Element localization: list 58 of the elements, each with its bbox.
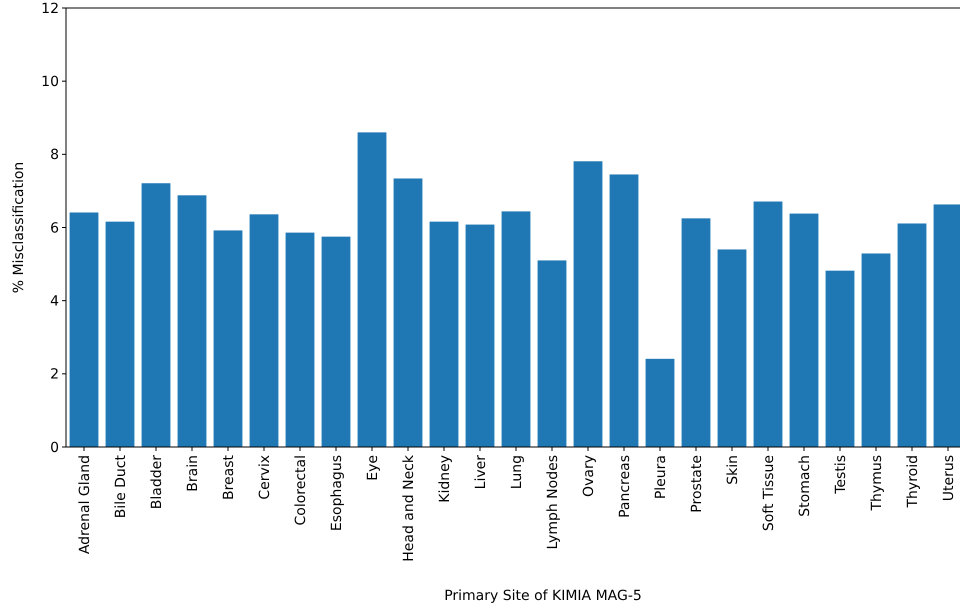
bar xyxy=(106,222,134,447)
x-tick-label: Brain xyxy=(184,455,201,492)
x-tick-label: Lymph Nodes xyxy=(544,455,561,550)
x-tick-label: Colorectal xyxy=(292,455,309,526)
bar xyxy=(538,260,566,447)
bar xyxy=(610,174,638,447)
x-tick-label: Skin xyxy=(724,455,741,485)
bar xyxy=(898,223,926,447)
x-tick-label: Testis xyxy=(832,455,849,495)
y-tick-label: 0 xyxy=(50,440,59,456)
bar xyxy=(70,212,98,447)
bar xyxy=(250,214,278,447)
y-tick-label: 4 xyxy=(50,294,60,310)
x-tick-label: Adrenal Gland xyxy=(76,455,93,554)
bar xyxy=(142,183,170,447)
bar xyxy=(754,202,782,447)
x-tick-label: Bile Duct xyxy=(112,454,129,518)
x-tick-label: Pancreas xyxy=(616,455,633,518)
x-tick-label: Cervix xyxy=(256,455,273,500)
x-tick-label: Soft Tissue xyxy=(760,455,777,532)
bar xyxy=(358,132,386,447)
bar xyxy=(394,178,422,447)
bar xyxy=(178,195,206,447)
y-axis-title: % Misclassification xyxy=(11,162,27,294)
bar xyxy=(214,230,242,447)
bar xyxy=(466,224,494,447)
x-tick-label: Thymus xyxy=(868,455,885,512)
bar xyxy=(646,358,674,447)
bar xyxy=(502,211,530,447)
x-tick-label: Head and Neck xyxy=(400,454,417,562)
bar xyxy=(718,249,746,447)
y-tick-label: 10 xyxy=(41,74,59,90)
bar xyxy=(682,218,710,447)
y-tick-label: 2 xyxy=(50,366,59,383)
x-tick-label: Uterus xyxy=(940,455,957,502)
x-axis-title: Primary Site of KIMIA MAG-5 xyxy=(444,588,642,604)
x-tick-label: Lung xyxy=(508,455,525,490)
bar xyxy=(790,214,818,447)
bar xyxy=(574,161,602,447)
x-tick-label: Pleura xyxy=(652,455,669,500)
x-tick-label: Ovary xyxy=(580,455,597,497)
bar xyxy=(286,232,314,447)
bar xyxy=(430,222,458,447)
x-tick-label: Prostate xyxy=(688,455,705,513)
bar xyxy=(862,253,890,447)
bar xyxy=(322,236,350,447)
y-tick-label: 12 xyxy=(41,0,59,17)
x-tick-label: Eye xyxy=(364,455,381,481)
y-tick-label: 6 xyxy=(50,220,60,236)
x-tick-label: Esophagus xyxy=(328,455,345,532)
y-tick-label: 8 xyxy=(50,147,59,164)
x-tick-label: Bladder xyxy=(148,454,165,510)
x-tick-label: Stomach xyxy=(796,455,813,517)
x-tick-label: Kidney xyxy=(436,455,453,503)
x-tick-label: Thyroid xyxy=(904,455,921,508)
x-tick-label: Breast xyxy=(220,454,237,500)
x-tick-label: Liver xyxy=(472,454,489,490)
bar xyxy=(826,270,854,447)
